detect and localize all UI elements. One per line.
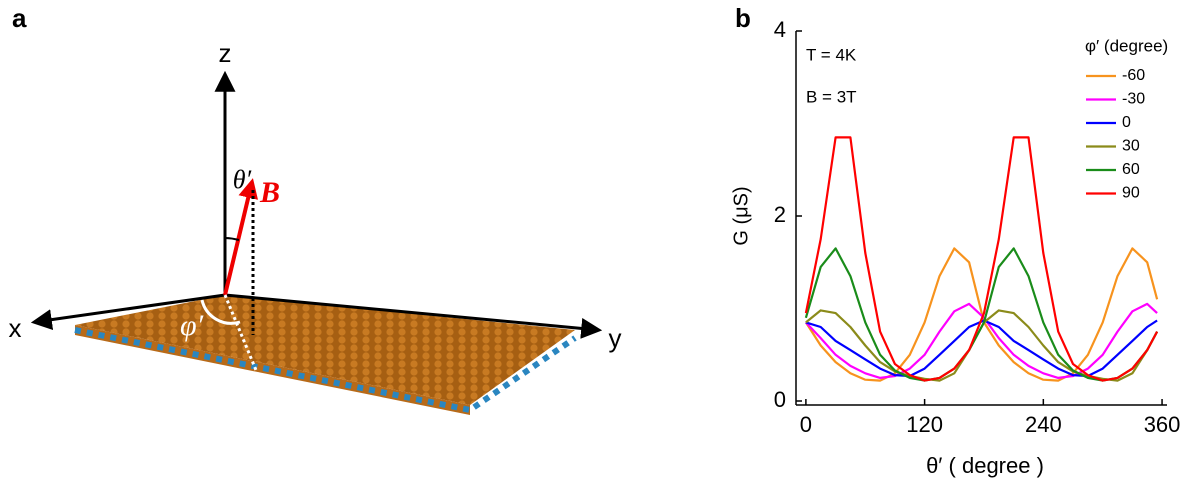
series-line [804, 136, 1159, 382]
legend-label: -60 [1122, 67, 1145, 84]
legend-label: 30 [1122, 138, 1140, 155]
annotation: B = 3T [806, 87, 857, 106]
field-vector [223, 178, 259, 296]
x-tick-label: 360 [1144, 412, 1181, 437]
annotation: T = 4K [806, 45, 857, 64]
theta-arc [224, 237, 240, 241]
y-tick-label: 4 [774, 17, 786, 42]
y-tick-label: 2 [774, 202, 786, 227]
x-tick-label: 240 [1025, 412, 1062, 437]
x-axis-title: θ′ ( degree ) [926, 453, 1044, 478]
x-tick-label: 0 [800, 412, 812, 437]
projection-plane [223, 294, 260, 376]
panel-label: a [12, 3, 27, 33]
legend-title: φ′ (degree) [1085, 36, 1168, 55]
y-tick-label: 0 [774, 387, 786, 412]
angle-label: θ′ [233, 165, 252, 194]
phi-arc [200, 299, 241, 325]
panel-label: b [735, 3, 751, 33]
legend-label: 60 [1122, 161, 1140, 178]
legend-label: -30 [1122, 91, 1145, 108]
legend-label: 0 [1122, 114, 1131, 131]
x-axis [30, 293, 226, 331]
crystal-edge [74, 327, 577, 414]
field-label: B [259, 176, 280, 209]
schematic: a z x y θ′ B φ′ [9, 3, 622, 415]
y-axis [224, 293, 603, 339]
series-line [805, 302, 1158, 379]
x-tick-label: 120 [906, 412, 943, 437]
axis-label: y [609, 323, 622, 353]
axis-label: z [219, 38, 232, 68]
axis-label: x [9, 313, 22, 343]
legend-label: 90 [1122, 185, 1140, 202]
crystal-top [75, 295, 575, 405]
y-axis-title: G (μS) [730, 186, 752, 245]
angle-label: φ′ [180, 309, 204, 342]
